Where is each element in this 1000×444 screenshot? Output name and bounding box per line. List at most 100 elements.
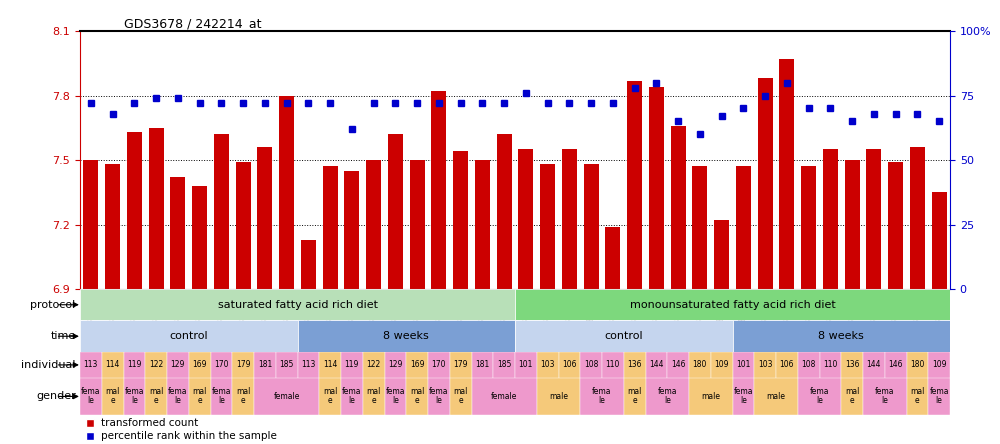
Text: 146: 146 [888,361,903,369]
Bar [584,164,599,289]
Bar [779,59,794,289]
Text: 181: 181 [475,361,490,369]
Text: fema
le: fema le [734,388,753,405]
Bar [384,352,406,378]
Text: saturated fatty acid rich diet: saturated fatty acid rich diet [218,300,378,310]
Text: 169: 169 [410,361,424,369]
Bar [210,378,232,415]
Bar [732,378,754,415]
Bar [580,352,602,378]
Text: 8 weeks: 8 weeks [383,331,429,341]
Text: 122: 122 [366,361,381,369]
Text: 113: 113 [84,361,98,369]
Bar [754,378,798,415]
Bar [558,352,580,378]
Text: 136: 136 [627,361,642,369]
Bar [885,352,906,378]
Bar [823,149,838,289]
Bar [214,134,229,289]
Text: 136: 136 [845,361,859,369]
Bar [80,289,515,321]
Text: mal
e: mal e [149,388,163,405]
Text: mal
e: mal e [627,388,642,405]
Text: 119: 119 [345,361,359,369]
Bar [102,378,124,415]
Text: 129: 129 [171,361,185,369]
Text: individual: individual [21,360,76,370]
Text: 170: 170 [432,361,446,369]
Bar [428,352,450,378]
Bar [732,352,754,378]
Text: 146: 146 [671,361,685,369]
Bar [580,378,624,415]
Text: mal
e: mal e [453,388,468,405]
Bar [431,91,446,289]
Bar [279,95,294,289]
Bar [493,352,515,378]
Bar [820,352,841,378]
Text: mal
e: mal e [236,388,250,405]
Text: 170: 170 [214,361,229,369]
Text: time: time [50,331,76,341]
Text: mal
e: mal e [366,388,381,405]
Bar [363,352,384,378]
Bar [801,166,816,289]
Text: gender: gender [36,392,76,401]
Bar [192,186,207,289]
Legend: transformed count, percentile rank within the sample: transformed count, percentile rank withi… [85,418,277,441]
Bar [344,171,359,289]
Bar [776,352,798,378]
Text: control: control [169,331,208,341]
Bar [714,220,729,289]
Bar [410,160,425,289]
Text: fema
le: fema le [212,388,231,405]
Bar [798,352,820,378]
Text: 180: 180 [693,361,707,369]
Text: 179: 179 [236,361,250,369]
Bar [384,378,406,415]
Text: 109: 109 [932,361,946,369]
Bar [537,378,580,415]
Bar [149,128,164,289]
Bar [711,352,732,378]
Text: male: male [701,392,720,401]
Bar [236,162,251,289]
Text: fema
le: fema le [658,388,677,405]
Text: male: male [549,392,568,401]
Bar [257,147,272,289]
Text: 108: 108 [801,361,816,369]
Text: 8 weeks: 8 weeks [818,331,864,341]
Bar [127,132,142,289]
Bar [388,134,403,289]
Bar [689,352,711,378]
Text: mal
e: mal e [192,388,207,405]
Bar [323,166,338,289]
Text: female: female [491,392,517,401]
Bar [366,160,381,289]
Bar [145,352,167,378]
Text: 129: 129 [388,361,403,369]
Bar [254,378,319,415]
Bar [497,134,512,289]
Bar [537,352,558,378]
Bar [167,378,189,415]
Text: female: female [273,392,300,401]
Bar [910,147,925,289]
Bar [80,352,102,378]
Text: 179: 179 [453,361,468,369]
Bar [428,378,450,415]
Bar [627,80,642,289]
Bar [540,164,555,289]
Bar [189,352,210,378]
Bar [145,378,167,415]
Text: 101: 101 [519,361,533,369]
Text: 119: 119 [127,361,142,369]
Bar [80,378,102,415]
Bar [515,289,950,321]
Bar [124,352,145,378]
Bar [475,160,490,289]
Text: fema
le: fema le [592,388,612,405]
Text: fema
le: fema le [342,388,362,405]
Bar [406,378,428,415]
Text: 180: 180 [910,361,925,369]
